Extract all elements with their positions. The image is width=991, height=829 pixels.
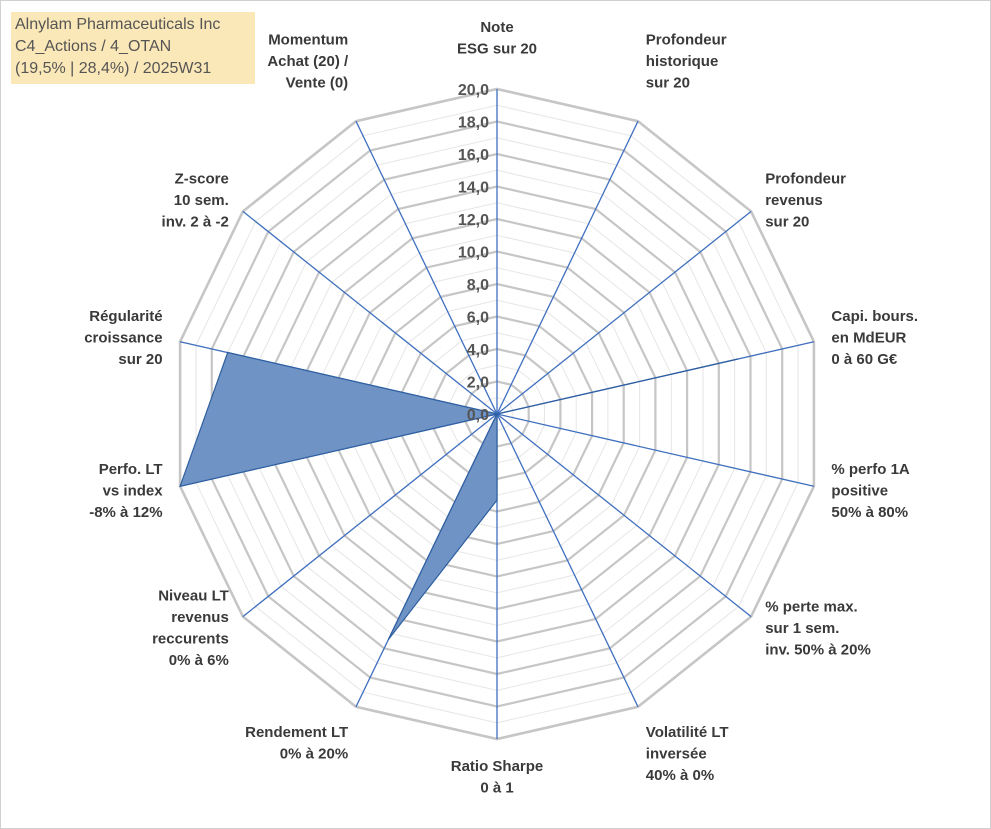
tick-label: 14,0 xyxy=(458,180,489,197)
tick-label: 8,0 xyxy=(467,277,489,294)
tick-label: 6,0 xyxy=(467,310,489,327)
axis-spoke xyxy=(496,120,639,415)
axis-spoke xyxy=(242,413,498,618)
data-point xyxy=(496,499,499,502)
data-point xyxy=(226,351,229,354)
tick-label: 18,0 xyxy=(458,115,489,132)
axis-spoke xyxy=(496,413,815,487)
axis-label: Profondeur revenus sur 20 xyxy=(765,171,846,231)
tick-label: 4,0 xyxy=(467,342,489,359)
axis-label: % perte max. sur 1 sem. inv. 50% à 20% xyxy=(765,598,871,658)
chart-title-line-1: Alnylam Pharmaceuticals Inc xyxy=(15,16,221,33)
tick-label: 12,0 xyxy=(458,212,489,229)
axis-spoke xyxy=(355,120,498,415)
axis-label: Note ESG sur 20 xyxy=(457,19,537,58)
axis-spoke xyxy=(242,210,498,415)
axis-label: Capi. bours. en MdEUR 0 à 60 G€ xyxy=(831,308,918,368)
data-point xyxy=(736,358,739,361)
chart-title-box: Alnylam Pharmaceuticals Inc C4_Actions /… xyxy=(11,12,255,84)
tick-label: 20,0 xyxy=(458,82,489,99)
tick-label: 0,0 xyxy=(467,407,489,424)
axis-label: Régularité croissance sur 20 xyxy=(84,308,162,368)
axis-label: Profondeur historique sur 20 xyxy=(646,32,727,92)
axis-label: Ratio Sharpe 0 à 1 xyxy=(451,758,544,797)
data-point xyxy=(496,413,499,416)
axis-spoke xyxy=(496,210,752,415)
axis-label: Perfo. LT vs index -8% à 12% xyxy=(89,461,163,521)
chart-title-line-2: C4_Actions / 4_OTAN xyxy=(15,38,172,55)
axis-label: Rendement LT 0% à 20% xyxy=(245,724,348,763)
series-area xyxy=(179,351,738,640)
axis-spoke xyxy=(496,413,752,618)
axis-label: Z-score 10 sem. inv. 2 à -2 xyxy=(162,171,229,231)
axis-label: Momentum Achat (20) / Vente (0) xyxy=(267,32,349,92)
axis-label: Volatilité LT inversée 40% à 0% xyxy=(646,724,729,784)
axis-spoke xyxy=(496,413,639,708)
data-point xyxy=(387,638,390,641)
tick-label: 10,0 xyxy=(458,245,489,262)
tick-label: 2,0 xyxy=(467,375,489,392)
axis-label: Niveau LT revenus reccurents 0% à 6% xyxy=(152,588,229,670)
chart-title-line-3: (19,5% | 28,4%) / 2025W31 xyxy=(15,60,212,77)
tick-label: 16,0 xyxy=(458,147,489,164)
data-point xyxy=(179,485,182,488)
axis-label: % perfo 1A positive 50% à 80% xyxy=(831,461,910,521)
